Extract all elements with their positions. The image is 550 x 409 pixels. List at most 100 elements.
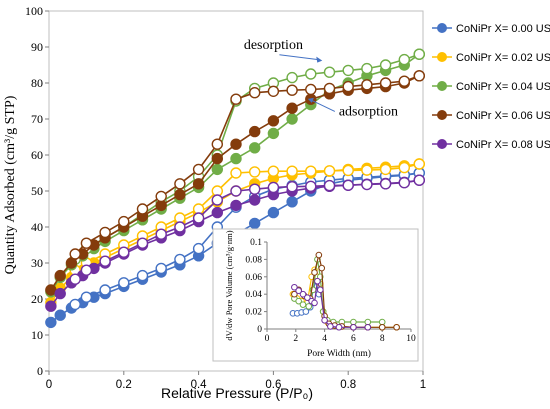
- legend-entry-label: CoNiPr X= 0.02 US: [456, 52, 550, 64]
- main-series-layer: [45, 48, 425, 329]
- data-point-desorption: [305, 165, 317, 177]
- y-tick-label: 80: [31, 76, 43, 90]
- inset-y-tick-label: 0.08: [245, 255, 262, 265]
- data-point-desorption: [286, 84, 298, 96]
- data-point-desorption: [69, 248, 81, 260]
- data-point-desorption: [413, 48, 425, 60]
- data-point-desorption: [69, 273, 81, 285]
- data-point-desorption: [155, 228, 167, 240]
- inset-data-point: [311, 269, 318, 276]
- legend-entry-label: CoNiPr X= 0.00 US: [456, 23, 550, 35]
- inset-x-tick-label: 6: [351, 334, 356, 344]
- inset-data-point: [299, 290, 307, 298]
- data-point-desorption: [379, 178, 392, 190]
- data-point-desorption: [342, 80, 354, 93]
- inset-data-point: [318, 264, 326, 272]
- data-point-desorption: [361, 178, 373, 191]
- inset-data-point: [304, 294, 311, 301]
- inset-x-tick-label: 8: [380, 334, 385, 344]
- y-tick-label: 0: [37, 364, 43, 378]
- x-tick-label: 0.4: [191, 379, 208, 391]
- data-point-desorption: [323, 179, 336, 192]
- data-point-desorption: [413, 70, 425, 82]
- inset-data-point: [393, 323, 400, 331]
- y-tick-label: 70: [31, 112, 43, 126]
- y-tick-label: 30: [31, 256, 43, 270]
- legend-swatch-marker: [437, 52, 447, 62]
- data-point-desorption: [413, 158, 425, 170]
- data-point-adsorption: [248, 125, 261, 138]
- data-point-adsorption: [211, 206, 224, 219]
- data-point-adsorption: [286, 102, 298, 114]
- data-point-desorption: [99, 226, 111, 239]
- data-point-adsorption: [248, 217, 261, 230]
- data-point-adsorption: [211, 163, 224, 176]
- annotation-arrow-head: [307, 97, 314, 103]
- y-tick-label: 50: [31, 184, 43, 198]
- data-point-adsorption: [286, 196, 298, 208]
- legend-entry-label: CoNiPr X= 0.06 US: [456, 110, 550, 122]
- series-group: [45, 70, 425, 296]
- inset-data-point: [350, 323, 357, 331]
- data-point-adsorption: [45, 284, 57, 296]
- data-point-adsorption: [267, 127, 280, 140]
- legend: CoNiPr X= 0.00 US CoNiPr X= 0.02 US CoNiPr…: [432, 23, 550, 151]
- data-point-desorption: [248, 87, 261, 99]
- inset-data-point: [291, 283, 298, 291]
- legend-entry-label: CoNiPr X= 0.04 US: [456, 81, 550, 93]
- data-point-desorption: [118, 215, 130, 228]
- annotation-arrow-head: [316, 56, 323, 63]
- data-point-desorption: [99, 284, 111, 296]
- inset-x-axis-title: Pore Width (nm): [307, 348, 371, 359]
- data-point-desorption: [323, 165, 336, 177]
- data-point-adsorption: [45, 300, 57, 312]
- y-tick-label: 20: [31, 292, 43, 306]
- data-point-desorption: [174, 178, 186, 190]
- inset-data-point: [295, 297, 302, 305]
- data-point-desorption: [248, 166, 261, 178]
- data-point-desorption: [342, 164, 354, 177]
- data-point-desorption: [211, 194, 224, 206]
- data-point-adsorption: [230, 199, 242, 212]
- inset-chart: 0 0.02 0.04 0.06 0.08 0.1 0 2 4 6 8 10 Pore Width (n…: [212, 228, 419, 362]
- data-point-adsorption: [286, 113, 298, 125]
- inset-data-point: [327, 323, 334, 330]
- data-point-desorption: [361, 62, 373, 75]
- data-point-desorption: [361, 164, 373, 176]
- data-point-desorption: [286, 71, 298, 84]
- data-point-desorption: [155, 262, 167, 275]
- data-point-desorption: [342, 64, 354, 77]
- inset-x-tick-label: 10: [406, 334, 416, 344]
- inset-data-point: [291, 290, 298, 298]
- data-point-desorption: [413, 174, 425, 186]
- inset-data-point: [314, 277, 321, 285]
- inset-y-tick-label: 0.1: [250, 238, 262, 248]
- y-tick-label: 10: [31, 328, 43, 342]
- data-point-adsorption: [192, 178, 205, 190]
- data-point-desorption: [118, 277, 130, 289]
- data-point-desorption: [136, 237, 149, 249]
- inset-data-point: [295, 287, 302, 295]
- inset-data-point: [335, 323, 343, 331]
- data-point-desorption: [342, 179, 354, 191]
- data-point-desorption: [118, 246, 130, 258]
- legend-entry-label: CoNiPr X= 0.08 US: [456, 139, 550, 151]
- inset-y-tick-label: 0.02: [245, 308, 262, 318]
- data-point-desorption: [379, 77, 392, 89]
- data-point-adsorption: [54, 309, 66, 321]
- data-point-desorption: [305, 180, 317, 193]
- data-point-desorption: [267, 165, 280, 177]
- inset-data-point: [364, 323, 372, 331]
- y-tick-label: 100: [25, 4, 43, 18]
- data-point-desorption: [398, 177, 410, 189]
- x-tick-label: 0.2: [116, 379, 132, 391]
- data-point-desorption: [379, 59, 392, 71]
- inset-x-tick-label: 4: [322, 334, 327, 344]
- series-group: [45, 174, 425, 312]
- data-point-adsorption: [54, 287, 66, 300]
- data-point-adsorption: [267, 115, 280, 127]
- inset-x-tick-label: 0: [265, 334, 270, 344]
- data-point-desorption: [398, 161, 410, 174]
- inset-data-point: [315, 251, 323, 259]
